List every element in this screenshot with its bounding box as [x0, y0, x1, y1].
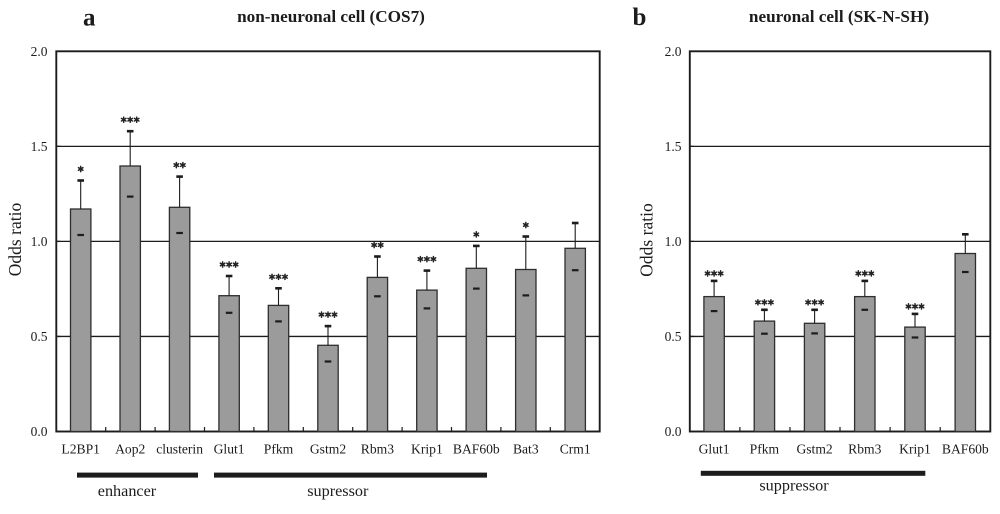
svg-text:Gstm2: Gstm2: [310, 442, 346, 457]
svg-text:Krip1: Krip1: [411, 442, 443, 457]
svg-text:1.0: 1.0: [665, 234, 682, 249]
svg-text:1.0: 1.0: [31, 234, 48, 249]
svg-text:Rbm3: Rbm3: [361, 442, 394, 457]
svg-text:1.5: 1.5: [31, 139, 48, 154]
svg-text:Glut1: Glut1: [699, 442, 730, 457]
svg-text:Rbm3: Rbm3: [848, 442, 881, 457]
svg-text:Crm1: Crm1: [560, 442, 591, 457]
svg-text:0.0: 0.0: [31, 424, 48, 439]
svg-text:clusterin: clusterin: [156, 442, 203, 457]
svg-text:a: a: [83, 5, 96, 32]
svg-text:non-neuronal cell (COS7): non-neuronal cell (COS7): [237, 7, 425, 26]
svg-text:0.0: 0.0: [665, 424, 682, 439]
svg-text:Krip1: Krip1: [899, 442, 931, 457]
svg-text:Pfkm: Pfkm: [264, 442, 294, 457]
svg-text:Gstm2: Gstm2: [796, 442, 832, 457]
svg-text:0.5: 0.5: [31, 329, 48, 344]
svg-text:enhancer: enhancer: [98, 482, 157, 500]
svg-text:0.5: 0.5: [665, 329, 682, 344]
svg-text:neuronal cell (SK-N-SH): neuronal cell (SK-N-SH): [749, 7, 929, 26]
svg-text:Bat3: Bat3: [513, 442, 539, 457]
svg-text:suppressor: suppressor: [759, 477, 829, 495]
svg-text:Glut1: Glut1: [214, 442, 245, 457]
svg-text:2.0: 2.0: [665, 44, 682, 59]
svg-text:BAF60b: BAF60b: [453, 442, 500, 457]
svg-text:b: b: [633, 4, 647, 31]
svg-text:BAF60b: BAF60b: [942, 442, 989, 457]
svg-text:Aop2: Aop2: [115, 442, 145, 457]
svg-text:Odds ratio: Odds ratio: [637, 203, 657, 277]
svg-text:L2BP1: L2BP1: [61, 442, 100, 457]
svg-text:Pfkm: Pfkm: [750, 442, 780, 457]
svg-text:1.5: 1.5: [665, 139, 682, 154]
svg-text:Odds ratio: Odds ratio: [5, 203, 25, 277]
svg-text:supressor: supressor: [307, 482, 369, 500]
svg-text:2.0: 2.0: [31, 44, 48, 59]
